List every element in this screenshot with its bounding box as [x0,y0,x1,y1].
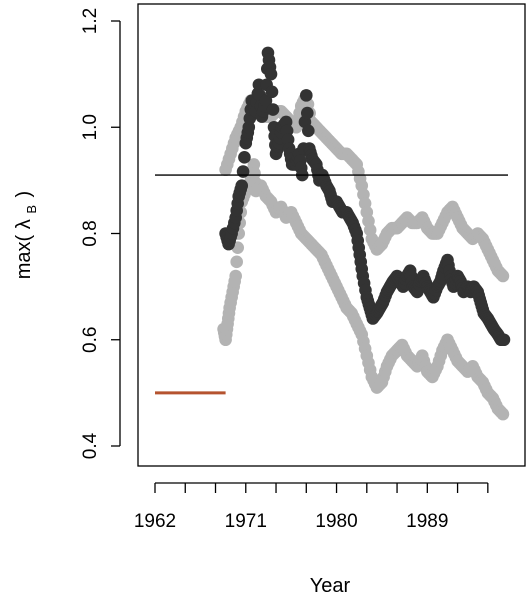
x-axis: 1962 1971 1980 1989 [134,482,489,532]
point-estimate-fill [302,124,315,138]
x-axis-title: Year [310,575,351,597]
plot-frame [137,3,526,467]
point-estimate [299,89,313,102]
x-tick-label: 1971 [225,511,267,532]
series-estimate [219,46,511,347]
y-tick-label: 0.6 [80,327,101,353]
x-tick-label: 1980 [315,511,357,532]
y-axis-title-suffix: ) [13,191,35,198]
y-axis-title-symbol: λ [13,219,35,229]
reference-lines [155,174,508,395]
y-axis: 0.4 0.6 0.8 1.0 1.2 [80,8,121,459]
y-tick-label: 1.2 [80,8,101,34]
point-estimate-fill [265,85,279,99]
point-estimate-fill [266,103,280,116]
point-estimate [235,179,249,192]
series-lower-bound [217,158,510,421]
y-axis-title-subscript: B [24,205,39,214]
series-layer [217,46,511,421]
point-estimate-fill [238,151,251,164]
y-tick-label: 0.4 [80,432,101,459]
point-estimate [264,67,278,81]
y-axis-title-prefix: max( [13,234,35,279]
point-upper-bound [496,269,510,283]
point-estimate [259,94,273,107]
svg-text:max( λ B ): max( λ B ) [13,191,41,279]
x-tick-label: 1989 [406,511,448,532]
y-axis-title: max( λ B ) [13,191,41,279]
y-tick-label: 0.8 [80,220,101,246]
x-tick-label: 1962 [134,511,176,532]
point-lower-bound-fill [230,255,243,269]
point-estimate [497,333,511,347]
point-lower-bound [496,407,510,421]
y-tick-label: 1.0 [80,114,101,140]
point-estimate-fill [300,106,314,120]
point-estimate-fill [236,165,250,178]
point-lower-bound [229,269,242,283]
series-upper-bound [219,89,510,283]
